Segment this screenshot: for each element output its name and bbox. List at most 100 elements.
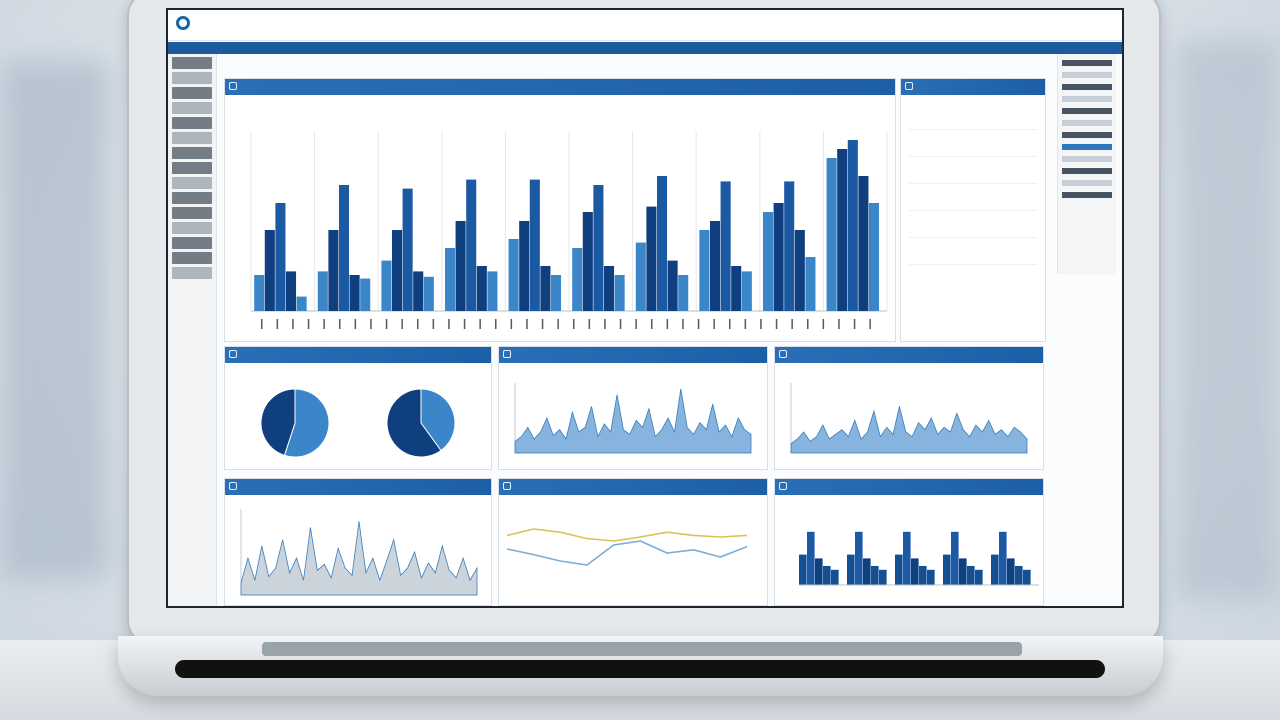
side-menu-item[interactable] bbox=[1062, 132, 1112, 138]
side-menu-item[interactable] bbox=[1062, 120, 1112, 126]
bar bbox=[823, 566, 831, 585]
sidebar-item[interactable] bbox=[172, 252, 212, 264]
side-menu-item[interactable] bbox=[1062, 192, 1112, 198]
bar bbox=[805, 257, 816, 311]
pie-slice bbox=[386, 388, 442, 458]
tick-mark bbox=[307, 319, 310, 329]
sidebar-item[interactable] bbox=[172, 87, 212, 99]
tick-mark bbox=[479, 319, 481, 329]
side-menu-item[interactable] bbox=[1062, 156, 1112, 162]
bar bbox=[807, 531, 815, 585]
panel-icon bbox=[503, 350, 511, 358]
sidebar-item[interactable] bbox=[172, 117, 212, 129]
list-item[interactable] bbox=[909, 103, 1037, 130]
sidebar-item[interactable] bbox=[172, 237, 212, 249]
sidebar-item[interactable] bbox=[172, 192, 212, 204]
bar bbox=[360, 278, 371, 311]
bar bbox=[413, 271, 424, 311]
bar bbox=[582, 212, 593, 311]
bar bbox=[720, 181, 731, 311]
tick-mark bbox=[323, 319, 325, 329]
pie-charts bbox=[260, 388, 456, 458]
tick-mark bbox=[760, 319, 762, 329]
bar bbox=[285, 271, 297, 311]
tick-mark bbox=[370, 319, 372, 329]
sidebar-item[interactable] bbox=[172, 162, 212, 174]
list-item[interactable] bbox=[909, 211, 1037, 238]
side-menu-item-active[interactable] bbox=[1062, 144, 1112, 150]
main-bar-chart bbox=[250, 131, 888, 329]
bar bbox=[646, 206, 657, 311]
tick-mark bbox=[869, 319, 871, 329]
app-topbar bbox=[168, 10, 1122, 41]
sidebar bbox=[168, 54, 217, 606]
tick-mark bbox=[822, 319, 825, 329]
pie-slice bbox=[420, 388, 456, 452]
bar bbox=[773, 203, 784, 311]
sidebar-item[interactable] bbox=[172, 72, 212, 84]
bar bbox=[1015, 566, 1023, 585]
bar bbox=[328, 230, 339, 311]
tick-mark bbox=[651, 319, 653, 329]
main-chart-panel bbox=[224, 78, 896, 342]
list-item[interactable] bbox=[909, 238, 1037, 265]
sidebar-item[interactable] bbox=[172, 132, 212, 144]
bar bbox=[519, 221, 530, 311]
panel-icon bbox=[229, 350, 237, 358]
tick-mark bbox=[417, 319, 419, 329]
bar bbox=[699, 230, 710, 311]
side-menu-item[interactable] bbox=[1062, 84, 1112, 90]
tick-mark bbox=[853, 319, 856, 329]
side-menu-item[interactable] bbox=[1062, 108, 1112, 114]
tick-mark bbox=[697, 319, 700, 329]
line-panel-header bbox=[499, 479, 767, 495]
tick-mark bbox=[292, 319, 294, 329]
sidebar-item[interactable] bbox=[172, 177, 212, 189]
bar bbox=[402, 188, 413, 311]
list-item[interactable] bbox=[909, 130, 1037, 157]
pie-slice bbox=[283, 388, 330, 458]
bar bbox=[951, 531, 959, 585]
tick-mark bbox=[541, 319, 544, 329]
list-item[interactable] bbox=[909, 157, 1037, 184]
side-menu-item[interactable] bbox=[1062, 60, 1112, 66]
bar bbox=[275, 203, 286, 311]
bar bbox=[593, 185, 604, 311]
tick-mark bbox=[619, 319, 622, 329]
side-menu-item[interactable] bbox=[1062, 168, 1112, 174]
line-chart bbox=[506, 528, 748, 566]
list-item[interactable] bbox=[909, 184, 1037, 211]
side-menu-item[interactable] bbox=[1062, 72, 1112, 78]
bar bbox=[794, 230, 805, 311]
bar bbox=[391, 230, 403, 311]
line-series bbox=[506, 528, 748, 542]
bar bbox=[466, 179, 477, 311]
bar bbox=[879, 569, 887, 585]
tick-mark bbox=[448, 319, 450, 329]
sidebar-item[interactable] bbox=[172, 102, 212, 114]
sidebar-item[interactable] bbox=[172, 267, 212, 279]
bar bbox=[831, 569, 839, 585]
side-menu-item[interactable] bbox=[1062, 180, 1112, 186]
bar bbox=[847, 140, 858, 311]
background-blur-right bbox=[1175, 40, 1280, 600]
tick-mark bbox=[666, 319, 669, 329]
sidebar-item[interactable] bbox=[172, 222, 212, 234]
bar bbox=[863, 558, 871, 585]
bar bbox=[999, 531, 1007, 585]
bar bbox=[799, 554, 807, 585]
side-menu-item[interactable] bbox=[1062, 96, 1112, 102]
nav-bar bbox=[168, 42, 1122, 54]
bar bbox=[967, 566, 975, 585]
tick-mark bbox=[838, 319, 840, 329]
sidebar-item[interactable] bbox=[172, 207, 212, 219]
area-series bbox=[790, 406, 1028, 454]
bar bbox=[635, 242, 646, 311]
tick-mark bbox=[713, 319, 715, 329]
sidebar-item[interactable] bbox=[172, 147, 212, 159]
sidebar-item[interactable] bbox=[172, 57, 212, 69]
tick-mark bbox=[682, 319, 684, 329]
app-logo-icon[interactable] bbox=[176, 16, 190, 30]
area-chart-1 bbox=[514, 383, 752, 454]
tick-mark bbox=[557, 319, 559, 329]
